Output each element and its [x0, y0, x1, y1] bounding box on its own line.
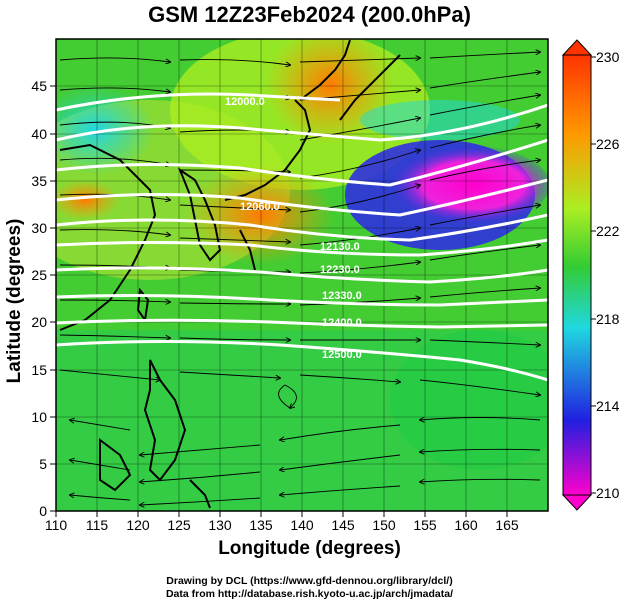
- y-tick-label: 40: [31, 126, 47, 142]
- colorbar: 230 226 222 218 214 210: [561, 39, 619, 511]
- x-tick-label: 155: [413, 517, 437, 533]
- x-tick-label: 160: [454, 517, 478, 533]
- y-tick-label: 25: [31, 267, 47, 283]
- y-tick-label: 15: [31, 362, 47, 378]
- x-axis-label: Longitude (degrees): [218, 538, 401, 559]
- y-tick-labels: 0 5 10 15 20 25 30 35 40 45: [31, 78, 47, 519]
- x-tick-label: 130: [208, 517, 232, 533]
- y-tick-label: 20: [31, 314, 47, 330]
- height-contours: [56, 92, 548, 382]
- contour-label: 12060.0: [240, 201, 280, 213]
- map-plot-area: 12000.0 12060.0 12130.0 12230.0 12330.0 …: [56, 39, 548, 511]
- y-tick-label: 5: [39, 456, 47, 472]
- colorbar-label: 214: [596, 398, 619, 414]
- contour-label: 12000.0: [225, 96, 265, 108]
- y-tick-label: 45: [31, 78, 47, 94]
- x-tick-labels: 110 115 120 125 130 135 140 145 150 155 …: [45, 517, 519, 533]
- x-tick-label: 165: [495, 517, 519, 533]
- contour-label: 12400.0: [322, 317, 362, 329]
- x-tick-label: 110: [45, 517, 68, 533]
- colorbar-label: 230: [596, 49, 619, 65]
- colorbar-label: 222: [596, 223, 619, 239]
- contour-label: 12330.0: [322, 290, 362, 302]
- contour-label: 12130.0: [320, 241, 360, 253]
- colorbar-label: 218: [596, 311, 619, 327]
- contour-labels: 12000.0 12060.0 12130.0 12230.0 12330.0 …: [225, 96, 362, 361]
- x-tick-label: 125: [167, 517, 191, 533]
- credit-dcl: Drawing by DCL (https://www.gfd-dennou.o…: [166, 575, 453, 587]
- contour-label: 12230.0: [320, 264, 360, 276]
- map-grid: [56, 39, 548, 511]
- colorbar-bar: [562, 54, 592, 496]
- y-tick-label: 35: [31, 173, 47, 189]
- colorbar-top-triangle: [561, 39, 593, 56]
- y-axis-ticks: [50, 85, 56, 512]
- y-tick-label: 30: [31, 220, 47, 236]
- x-tick-label: 115: [86, 517, 109, 533]
- credit-data-source: Data from http://database.rish.kyoto-u.a…: [165, 588, 454, 600]
- x-tick-label: 140: [290, 517, 314, 533]
- colorbar-label: 226: [596, 136, 619, 152]
- x-tick-label: 145: [331, 517, 355, 533]
- colorbar-bottom-triangle: [561, 494, 593, 511]
- coastlines: [59, 39, 401, 509]
- x-tick-label: 120: [126, 517, 150, 533]
- x-tick-label: 150: [372, 517, 396, 533]
- chart-title: GSM 12Z23Feb2024 (200.0hPa): [148, 2, 471, 27]
- colorbar-label: 210: [596, 485, 619, 501]
- y-tick-label: 10: [31, 409, 47, 425]
- x-tick-label: 135: [249, 517, 273, 533]
- x-axis-ticks: [55, 511, 508, 517]
- y-tick-label: 0: [39, 503, 47, 519]
- contour-label: 12500.0: [322, 349, 362, 361]
